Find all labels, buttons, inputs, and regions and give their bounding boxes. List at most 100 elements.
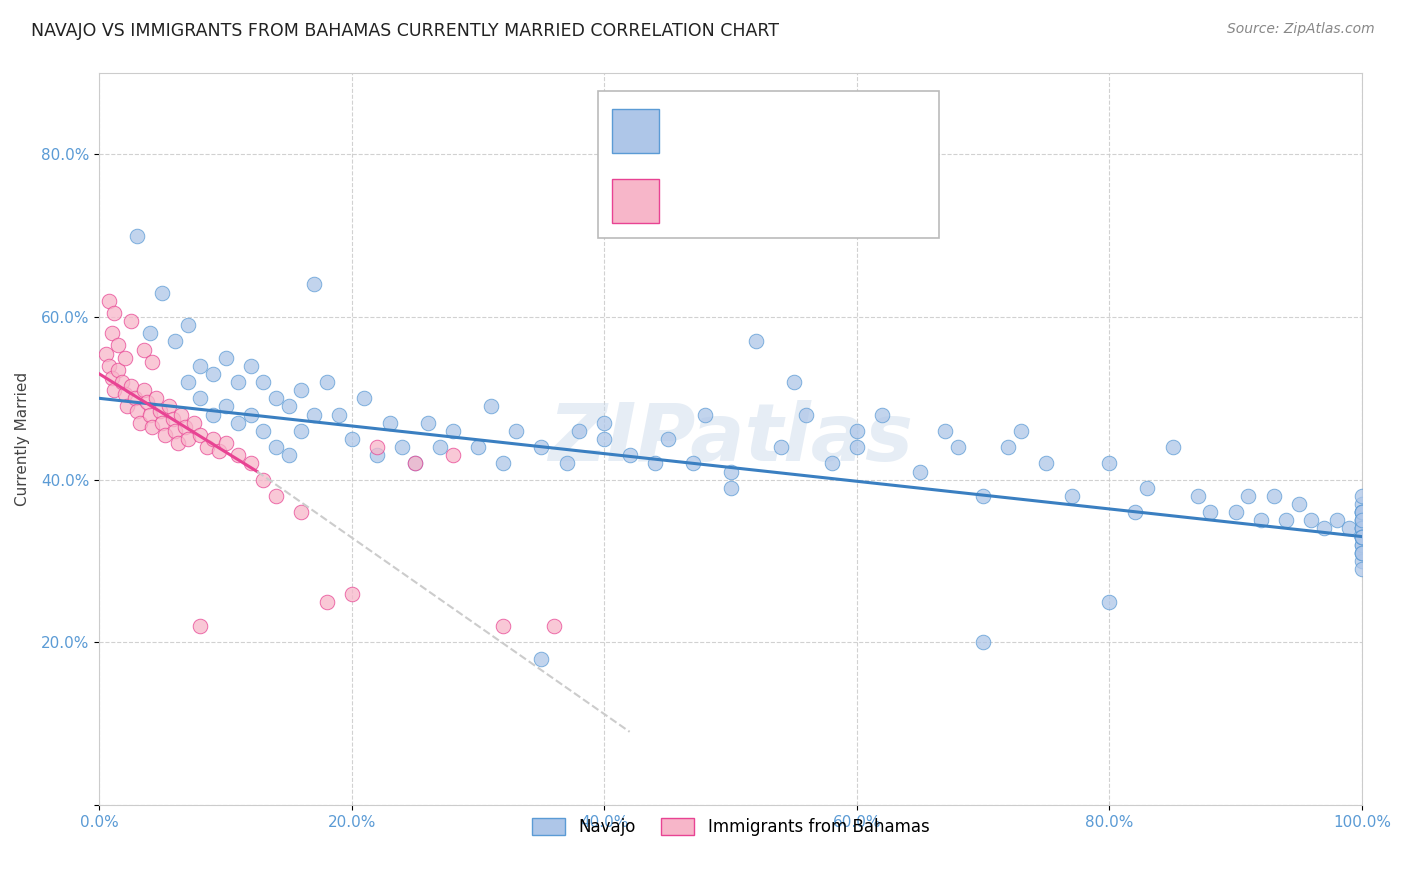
- Point: [1351, 530, 1374, 544]
- Point: [1351, 562, 1374, 576]
- Point: [120, 379, 142, 393]
- Point: [568, 424, 591, 438]
- Point: [1250, 513, 1272, 527]
- Point: [1351, 530, 1374, 544]
- Point: [1351, 530, 1374, 544]
- Point: [120, 314, 142, 328]
- Point: [264, 392, 287, 406]
- Point: [214, 436, 236, 450]
- Point: [1351, 505, 1374, 519]
- Point: [1161, 440, 1184, 454]
- Point: [1351, 505, 1374, 519]
- Point: [149, 403, 172, 417]
- Point: [1225, 505, 1247, 519]
- Point: [315, 595, 337, 609]
- Point: [252, 424, 274, 438]
- Point: [543, 619, 565, 633]
- Point: [127, 403, 149, 417]
- Point: [441, 448, 464, 462]
- Point: [152, 416, 174, 430]
- Point: [1351, 505, 1374, 519]
- Point: [328, 408, 350, 422]
- Point: [796, 408, 818, 422]
- Point: [103, 383, 125, 397]
- Point: [132, 383, 155, 397]
- Point: [1187, 489, 1209, 503]
- Point: [1060, 489, 1083, 503]
- Point: [505, 424, 527, 438]
- Legend: Navajo, Immigrants from Bahamas: Navajo, Immigrants from Bahamas: [523, 809, 938, 844]
- Point: [101, 326, 124, 341]
- Point: [166, 436, 188, 450]
- Point: [101, 371, 124, 385]
- Point: [188, 619, 211, 633]
- Point: [619, 448, 641, 462]
- Point: [1351, 530, 1374, 544]
- Point: [997, 440, 1019, 454]
- Point: [290, 505, 312, 519]
- Point: [177, 432, 200, 446]
- Point: [845, 424, 868, 438]
- Point: [153, 428, 176, 442]
- Point: [366, 440, 388, 454]
- Point: [239, 408, 262, 422]
- Point: [644, 457, 666, 471]
- Point: [416, 416, 439, 430]
- Point: [1351, 546, 1374, 560]
- Point: [162, 411, 184, 425]
- Point: [530, 440, 553, 454]
- Point: [157, 400, 180, 414]
- Point: [226, 416, 249, 430]
- Point: [845, 440, 868, 454]
- Point: [593, 416, 616, 430]
- Point: [1136, 481, 1159, 495]
- Point: [720, 481, 742, 495]
- Point: [114, 351, 136, 365]
- Point: [277, 400, 299, 414]
- Point: [1275, 513, 1298, 527]
- Point: [1263, 489, 1285, 503]
- Point: [114, 387, 136, 401]
- Point: [195, 440, 218, 454]
- Point: [972, 489, 994, 503]
- Point: [98, 359, 121, 373]
- Point: [94, 346, 117, 360]
- Point: [530, 651, 553, 665]
- Text: ZIPatlas: ZIPatlas: [548, 400, 912, 478]
- Point: [1035, 457, 1057, 471]
- Point: [1351, 513, 1374, 527]
- Point: [201, 367, 224, 381]
- Point: [479, 400, 502, 414]
- Point: [1010, 424, 1032, 438]
- Point: [1098, 595, 1121, 609]
- Point: [1351, 521, 1374, 535]
- Point: [188, 392, 211, 406]
- Point: [165, 424, 187, 438]
- Point: [252, 375, 274, 389]
- Point: [1098, 457, 1121, 471]
- Point: [264, 489, 287, 503]
- Point: [252, 473, 274, 487]
- Point: [98, 293, 121, 308]
- Point: [111, 375, 134, 389]
- Point: [170, 408, 193, 422]
- Point: [441, 424, 464, 438]
- Point: [1351, 489, 1374, 503]
- Point: [340, 432, 363, 446]
- Point: [132, 343, 155, 357]
- Point: [239, 359, 262, 373]
- Point: [107, 363, 129, 377]
- Point: [152, 285, 174, 300]
- Point: [429, 440, 451, 454]
- Point: [141, 419, 163, 434]
- Point: [657, 432, 679, 446]
- Point: [1351, 521, 1374, 535]
- Point: [127, 228, 149, 243]
- Text: NAVAJO VS IMMIGRANTS FROM BAHAMAS CURRENTLY MARRIED CORRELATION CHART: NAVAJO VS IMMIGRANTS FROM BAHAMAS CURREN…: [31, 22, 779, 40]
- Point: [1351, 505, 1374, 519]
- Point: [1351, 530, 1374, 544]
- Point: [141, 355, 163, 369]
- Point: [492, 619, 515, 633]
- Point: [315, 375, 337, 389]
- Y-axis label: Currently Married: Currently Married: [15, 372, 30, 506]
